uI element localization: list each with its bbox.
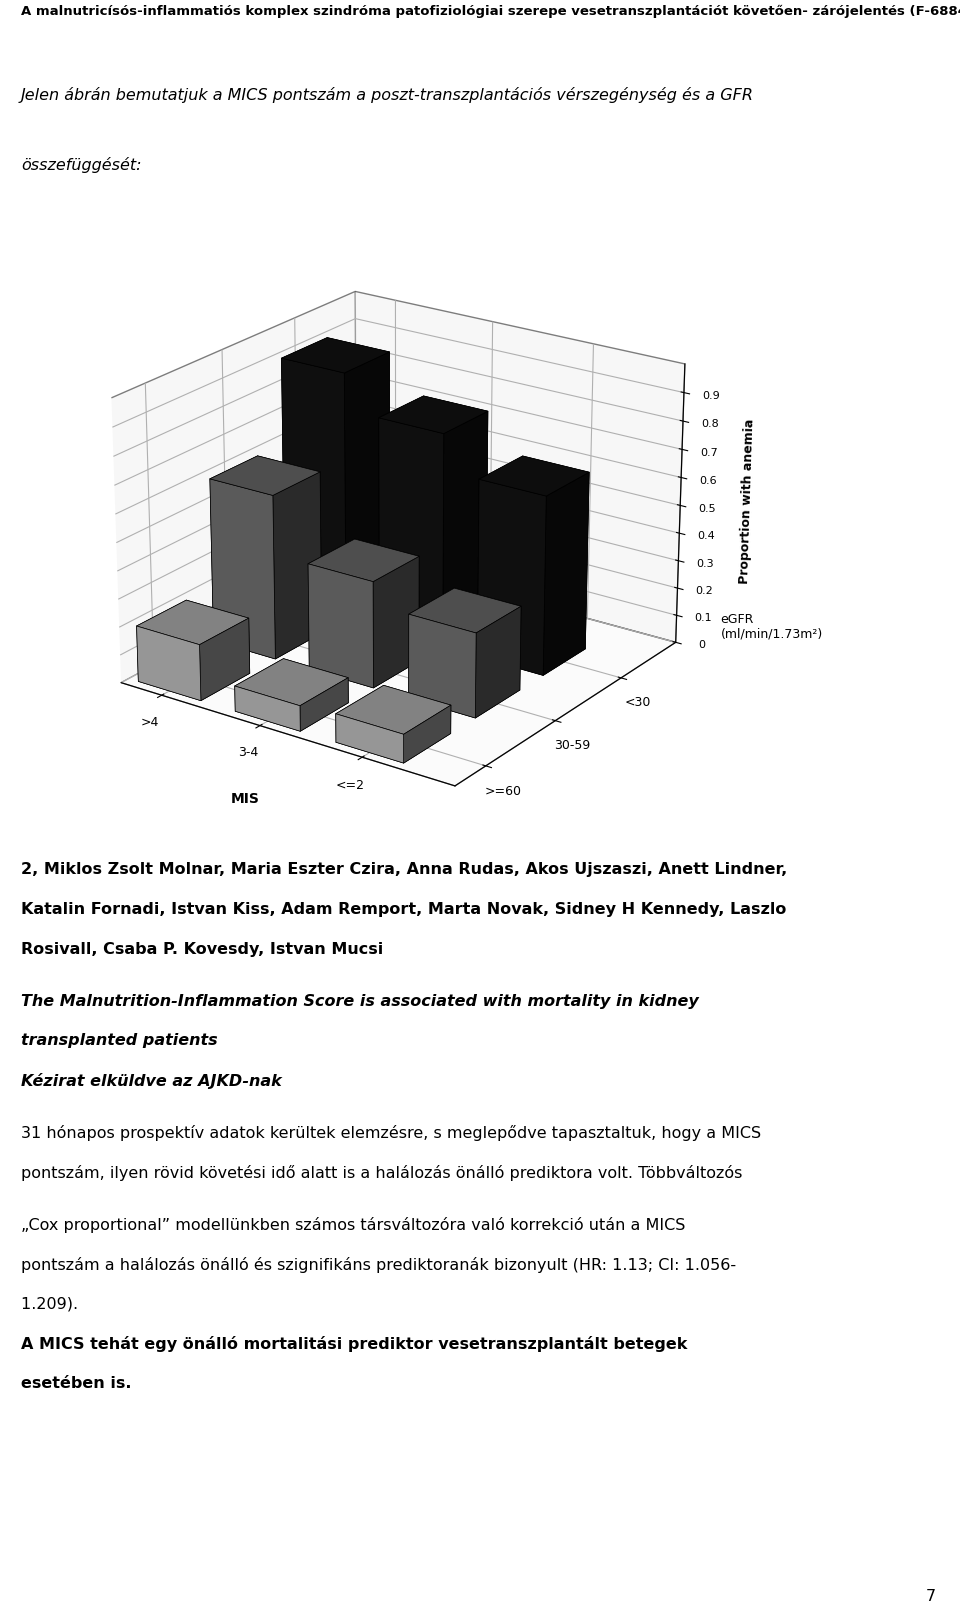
Text: összefüggését:: összefüggését: <box>21 156 142 173</box>
Text: A MICS tehát egy önálló mortalitási prediktor vesetranszplantált betegek: A MICS tehát egy önálló mortalitási pred… <box>21 1336 687 1352</box>
Text: Rosivall, Csaba P. Kovesdy, Istvan Mucsi: Rosivall, Csaba P. Kovesdy, Istvan Mucsi <box>21 942 383 957</box>
Text: „Cox proportional” modellünkben számos társváltozóra való korrekció után a MICS: „Cox proportional” modellünkben számos t… <box>21 1216 685 1232</box>
Text: transplanted patients: transplanted patients <box>21 1034 218 1048</box>
Text: Katalin Fornadi, Istvan Kiss, Adam Remport, Marta Novak, Sidney H Kennedy, Laszl: Katalin Fornadi, Istvan Kiss, Adam Rempo… <box>21 902 786 916</box>
Text: 7: 7 <box>925 1589 936 1603</box>
Text: pontszám, ilyen rövid követési idő alatt is a halálozás önálló prediktora volt. : pontszám, ilyen rövid követési idő alatt… <box>21 1165 742 1181</box>
Text: 2, Miklos Zsolt Molnar, Maria Eszter Czira, Anna Rudas, Akos Ujszaszi, Anett Lin: 2, Miklos Zsolt Molnar, Maria Eszter Czi… <box>21 861 787 877</box>
Text: esetében is.: esetében is. <box>21 1376 132 1390</box>
Text: eGFR
(ml/min/1.73m²): eGFR (ml/min/1.73m²) <box>721 613 823 640</box>
Text: 31 hónapos prospektív adatok kerültek elemzésre, s meglepődve tapasztaltuk, hogy: 31 hónapos prospektív adatok kerültek el… <box>21 1126 761 1140</box>
Text: pontszám a halálozás önálló és szignifikáns prediktoranák bizonyult (HR: 1.13; C: pontszám a halálozás önálló és szignifik… <box>21 1257 736 1273</box>
Text: Kézirat elküldve az AJKD-nak: Kézirat elküldve az AJKD-nak <box>21 1073 282 1089</box>
X-axis label: MIS: MIS <box>230 792 259 806</box>
Text: Jelen ábrán bemutatjuk a MICS pontszám a poszt-transzplantációs vérszegénység és: Jelen ábrán bemutatjuk a MICS pontszám a… <box>21 87 755 103</box>
Text: 1.209).: 1.209). <box>21 1297 84 1311</box>
Text: The Malnutrition-Inflammation Score is associated with mortality in kidney: The Malnutrition-Inflammation Score is a… <box>21 994 699 1008</box>
Text: A malnutricísós-inflammatiós komplex szindróma patofiziológiai szerepe vesetrans: A malnutricísós-inflammatiós komplex szi… <box>21 5 960 18</box>
